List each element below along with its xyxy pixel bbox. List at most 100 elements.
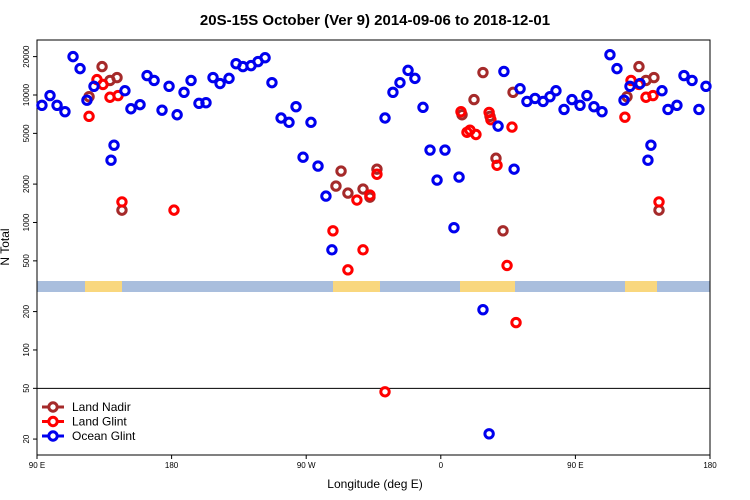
point (200, 97, 212, 109)
point (558, 103, 570, 116)
point (81, 94, 93, 106)
y-tick-label: 5000 (22, 124, 31, 142)
y-axis-label: N Total (0, 228, 12, 265)
point (330, 180, 342, 192)
point (207, 71, 219, 84)
land-strip (333, 281, 380, 292)
point (596, 105, 608, 118)
point (105, 154, 117, 166)
point (214, 77, 226, 90)
point (634, 77, 646, 90)
y-tick-label: 100 (22, 343, 31, 357)
point (223, 72, 235, 85)
point (448, 221, 460, 234)
point (305, 116, 317, 129)
y-tick-label: 10000 (22, 83, 31, 106)
point (163, 80, 175, 92)
y-tick-label: 20 (22, 434, 31, 443)
point (125, 103, 137, 115)
point (506, 121, 518, 133)
point (501, 259, 513, 272)
point (656, 85, 668, 97)
point (678, 69, 690, 82)
point (700, 80, 712, 92)
point (647, 89, 659, 102)
point (171, 109, 183, 121)
point (581, 89, 593, 102)
legend-marker (47, 401, 59, 413)
x-tick-label: 90 E (29, 461, 45, 470)
point (342, 187, 354, 199)
point (483, 428, 495, 440)
point (351, 194, 363, 206)
point (51, 99, 63, 112)
point (342, 264, 354, 276)
point (424, 144, 436, 156)
point (566, 93, 578, 106)
point (44, 89, 56, 102)
point (550, 85, 562, 97)
point (266, 76, 278, 89)
point (387, 86, 399, 98)
y-tick-label: 2000 (22, 175, 31, 193)
point (178, 86, 190, 98)
land-strip (625, 281, 657, 292)
point (648, 71, 660, 84)
point (491, 159, 503, 171)
point (477, 303, 489, 316)
point (498, 65, 510, 78)
point (455, 105, 467, 118)
legend-label: Land Nadir (72, 400, 131, 414)
land-strip (85, 281, 122, 292)
point (371, 163, 383, 175)
legend-label: Ocean Glint (72, 429, 136, 443)
chart-title: 20S-15S October (Ver 9) 2014-09-06 to 20… (200, 12, 550, 29)
legend-label: Land Glint (72, 415, 127, 429)
point (611, 62, 623, 75)
point (275, 112, 287, 124)
y-tick-label: 1000 (22, 213, 31, 231)
point (417, 101, 429, 114)
point (116, 196, 128, 208)
point (693, 103, 705, 116)
point (492, 120, 504, 132)
point (453, 171, 465, 183)
y-tick-label: 50 (22, 383, 31, 392)
point (485, 114, 497, 126)
point (312, 160, 324, 172)
plot-frame (36, 39, 711, 456)
point (379, 112, 391, 124)
point (671, 99, 683, 112)
point (574, 99, 586, 112)
point (185, 74, 197, 87)
point (97, 78, 109, 91)
point (371, 168, 383, 180)
point (477, 66, 489, 79)
legend-marker (47, 415, 59, 428)
x-tick-label: 90 W (297, 461, 316, 470)
point (364, 189, 376, 201)
point (297, 151, 309, 163)
point (290, 100, 302, 113)
point (642, 154, 654, 166)
point (59, 105, 71, 118)
point (335, 165, 347, 177)
y-tick-label: 200 (22, 304, 31, 318)
point (357, 244, 369, 256)
point (67, 50, 79, 63)
point (470, 128, 482, 141)
x-tick-label: 0 (439, 461, 444, 470)
point (653, 196, 665, 208)
point (108, 139, 120, 151)
point (662, 103, 674, 116)
point (409, 72, 421, 85)
point (357, 183, 369, 195)
point (36, 99, 48, 112)
point (645, 139, 657, 151)
y-tick-label: 500 (22, 254, 31, 268)
point (83, 110, 95, 123)
point (148, 74, 160, 87)
point (74, 62, 86, 75)
land-strip (460, 281, 515, 292)
surface-mask (37, 281, 710, 292)
